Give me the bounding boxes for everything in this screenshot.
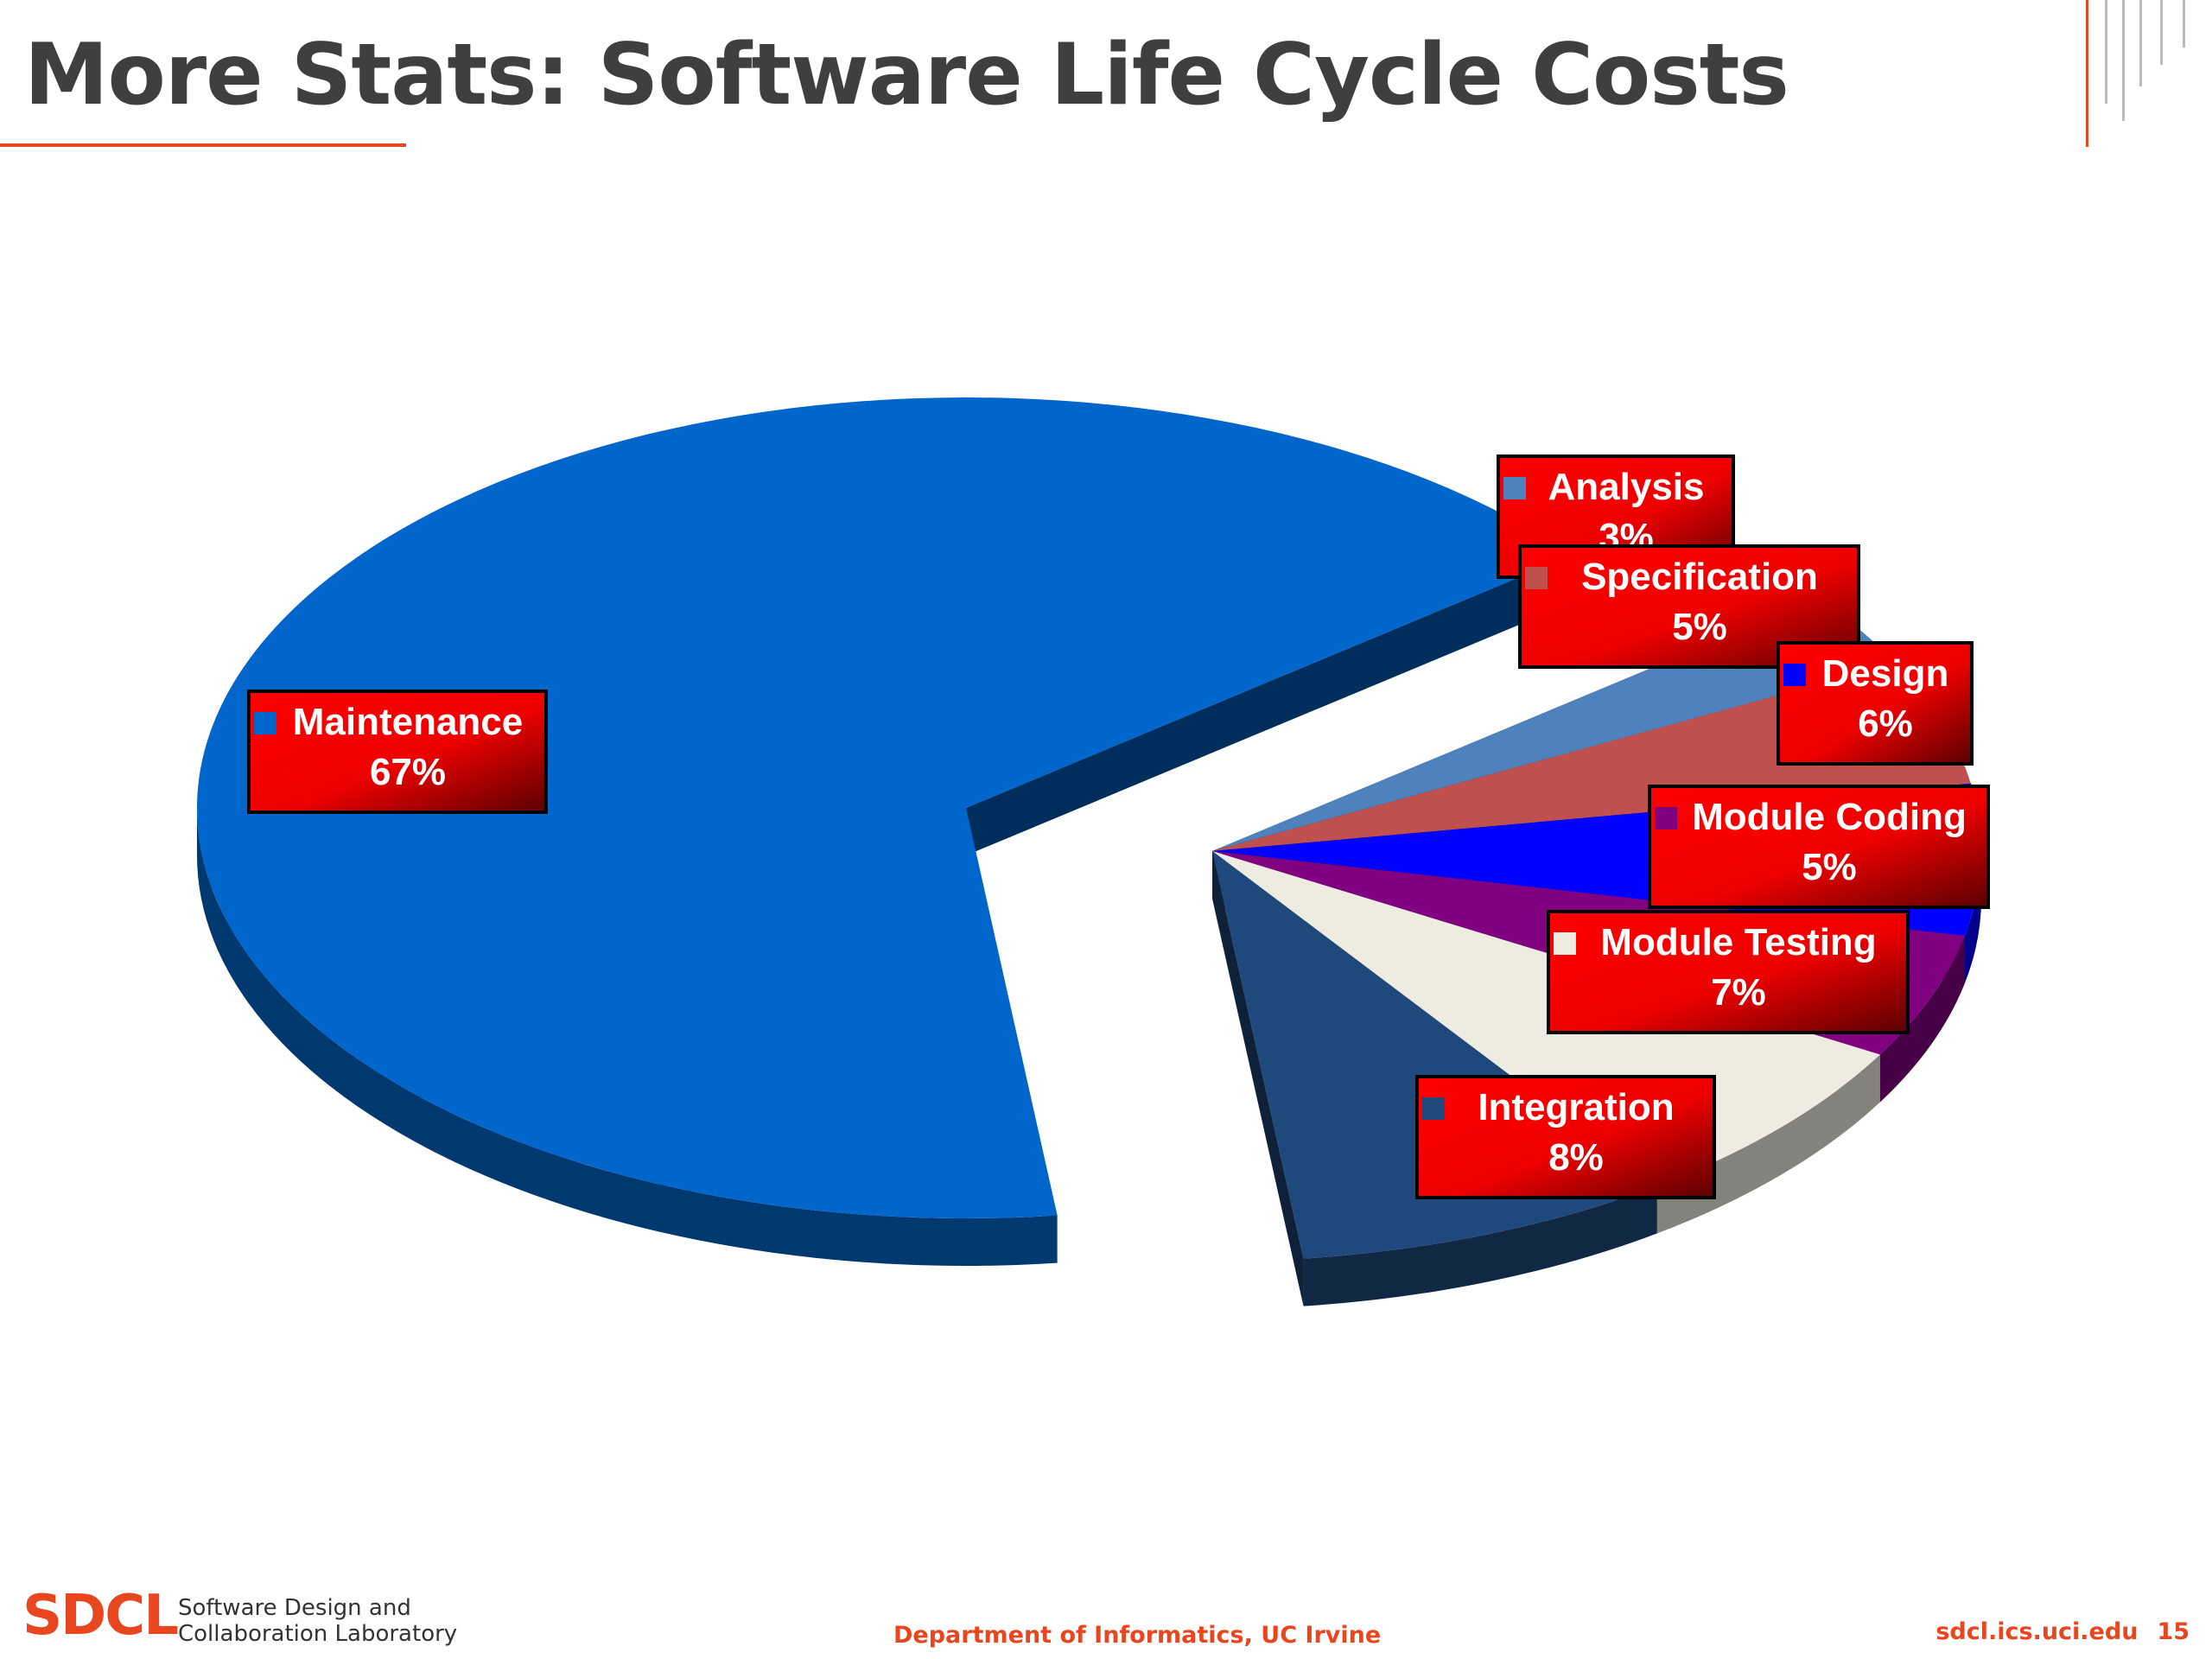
legend-key-analysis [1503,477,1526,499]
lab-name: Software Design and Collaboration Labora… [178,1595,457,1647]
data-label-integration: Integration 8% [1415,1075,1716,1199]
data-label-name: Design [1822,652,1949,695]
data-label-name: Analysis [1548,466,1705,508]
title-underline [0,143,406,147]
data-label-value: 7% [1711,971,1766,1014]
sdcl-logo: SDCL [22,1584,179,1648]
pie-slice-maintenance [197,397,1573,1267]
legend-key-design [1783,664,1806,686]
decor-line [2086,0,2088,147]
footer-site: sdcl.ics.uci.edu 15 [1936,1618,2190,1645]
data-label-value: 5% [1802,846,1857,888]
data-label-name: Integration [1478,1086,1674,1128]
decor-line [2160,0,2163,65]
lab-name-line1: Software Design and [178,1595,411,1621]
data-label-value: 8% [1548,1136,1604,1179]
legend-key-integration [1422,1097,1445,1120]
department-text: Department of Informatics, UC Irvine [893,1622,1382,1649]
data-label-design: Design 6% [1777,641,1974,766]
data-label-module-testing: Module Testing 7% [1547,910,1910,1034]
site-url: sdcl.ics.uci.edu [1936,1618,2139,1645]
data-label-maintenance: Maintenance 67% [247,690,548,814]
page-title: More Stats: Software Life Cycle Costs [24,26,1789,124]
decor-line [2122,0,2125,121]
data-label-value: 6% [1858,702,1913,745]
data-label-name: Module Coding [1692,796,1967,838]
legend-key-module-coding [1655,807,1677,830]
decor-line [2139,0,2142,86]
legend-key-module-testing [1554,932,1576,955]
pie-data-labels: Analysis3%Specification5%Design6%Module … [247,454,1990,1199]
data-label-value: 67% [370,751,446,793]
legend-key-maintenance [254,712,276,734]
page-number: 15 [2157,1618,2190,1645]
data-label-name: Maintenance [293,701,524,743]
decor-line [2183,0,2185,48]
data-label-value: 5% [1672,606,1727,648]
lab-name-line2: Collaboration Laboratory [178,1621,458,1647]
data-label-name: Module Testing [1600,921,1876,963]
data-label-name: Specification [1581,556,1818,598]
legend-key-specification [1525,567,1548,589]
decor-line [2105,0,2107,104]
data-label-module-coding: Module Coding 5% [1648,785,1990,909]
